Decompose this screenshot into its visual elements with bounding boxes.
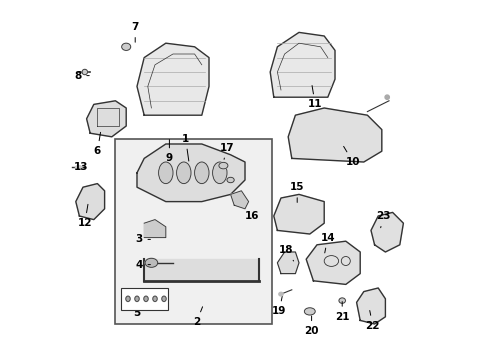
Ellipse shape — [144, 296, 148, 302]
Ellipse shape — [159, 162, 173, 184]
Text: 5: 5 — [133, 298, 143, 318]
Ellipse shape — [145, 258, 158, 267]
Text: 22: 22 — [366, 311, 380, 331]
Text: 11: 11 — [308, 86, 322, 109]
Ellipse shape — [339, 298, 345, 303]
Ellipse shape — [213, 162, 227, 184]
Bar — [116, 139, 272, 324]
Text: 15: 15 — [290, 182, 304, 202]
Polygon shape — [306, 241, 360, 284]
Polygon shape — [144, 259, 259, 281]
Text: 1: 1 — [182, 134, 189, 161]
Polygon shape — [274, 194, 324, 234]
Text: 14: 14 — [320, 233, 335, 253]
Ellipse shape — [126, 296, 130, 302]
Ellipse shape — [279, 292, 283, 296]
Text: 10: 10 — [343, 147, 360, 167]
Text: 20: 20 — [304, 316, 319, 336]
Bar — [121, 288, 168, 310]
Ellipse shape — [82, 69, 88, 75]
Text: 13: 13 — [74, 162, 89, 172]
Ellipse shape — [304, 308, 315, 315]
Text: 9: 9 — [166, 140, 173, 163]
Ellipse shape — [385, 95, 390, 99]
Ellipse shape — [219, 162, 228, 169]
Text: 19: 19 — [272, 296, 286, 316]
Text: 6: 6 — [94, 132, 101, 156]
Text: 12: 12 — [77, 204, 92, 228]
Ellipse shape — [153, 296, 157, 302]
Ellipse shape — [176, 162, 191, 184]
Ellipse shape — [195, 162, 209, 184]
Text: 7: 7 — [131, 22, 139, 42]
Ellipse shape — [122, 43, 131, 50]
Polygon shape — [277, 252, 299, 274]
Text: 21: 21 — [335, 302, 349, 322]
Text: 18: 18 — [279, 245, 294, 261]
Polygon shape — [144, 220, 166, 238]
Ellipse shape — [227, 177, 234, 183]
Polygon shape — [371, 212, 403, 252]
Ellipse shape — [162, 296, 166, 302]
Text: 3: 3 — [135, 234, 150, 244]
Ellipse shape — [135, 296, 139, 302]
Text: 4: 4 — [135, 260, 150, 270]
Polygon shape — [76, 184, 104, 220]
Text: 23: 23 — [376, 211, 391, 228]
Polygon shape — [357, 288, 386, 324]
Polygon shape — [87, 101, 126, 137]
Text: 17: 17 — [220, 143, 234, 159]
Polygon shape — [231, 191, 248, 209]
Ellipse shape — [75, 166, 82, 169]
Polygon shape — [288, 108, 382, 162]
Polygon shape — [137, 43, 209, 115]
Text: 8: 8 — [74, 71, 89, 81]
Text: 16: 16 — [242, 205, 259, 221]
Polygon shape — [270, 32, 335, 97]
Text: 2: 2 — [193, 307, 202, 327]
Polygon shape — [137, 144, 245, 202]
